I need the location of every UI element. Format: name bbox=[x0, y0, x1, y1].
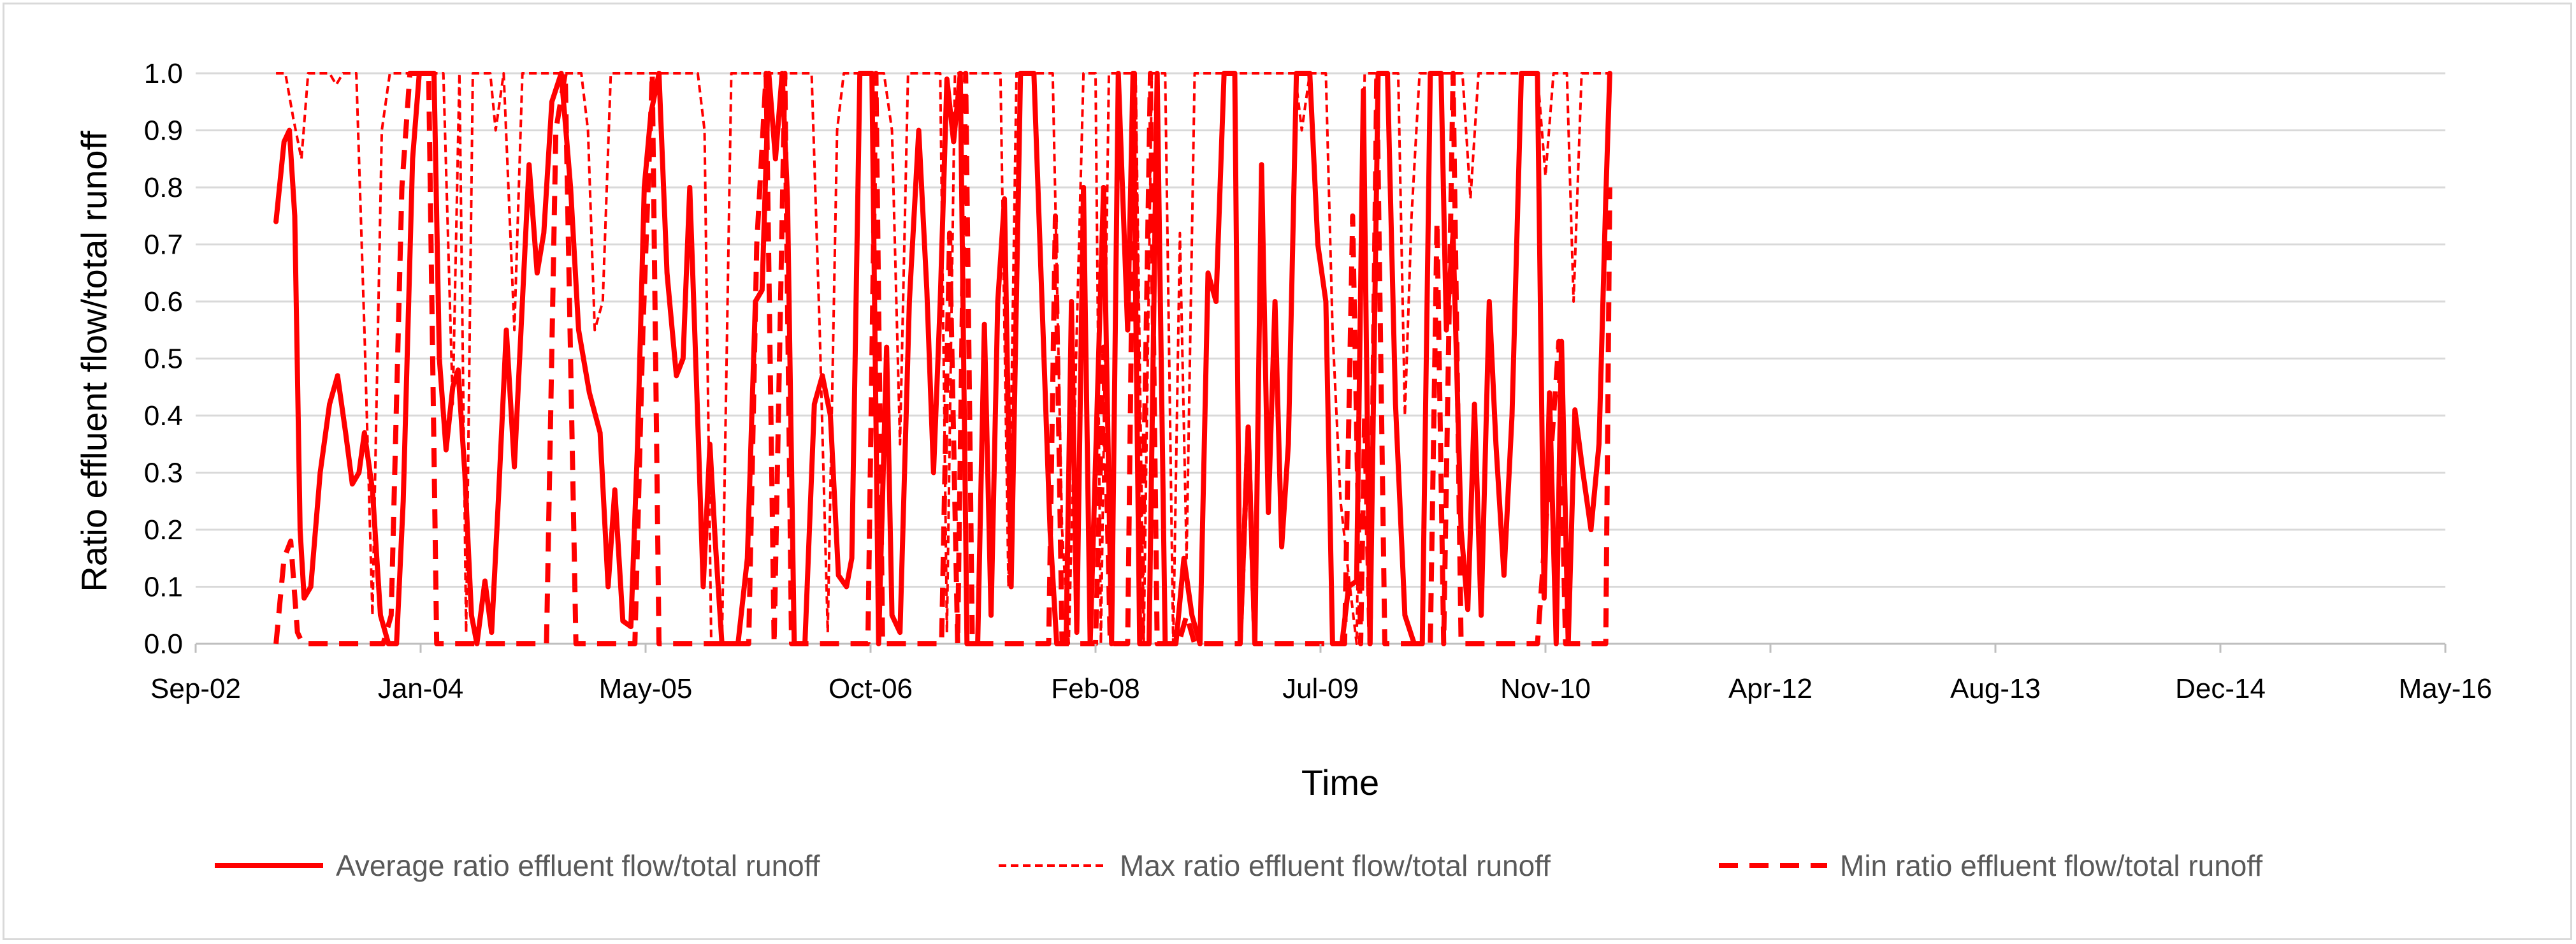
grid-layer bbox=[196, 72, 2445, 645]
x-tick-label: Oct-06 bbox=[829, 673, 913, 704]
y-tick-label: 0.6 bbox=[144, 286, 183, 317]
x-tick-label: Aug-13 bbox=[1950, 673, 2041, 704]
x-axis-title: Time bbox=[1301, 762, 1379, 802]
x-tick-label: Sep-02 bbox=[150, 673, 241, 704]
y-axis-title: Ratio effluent flow/total runoff bbox=[74, 131, 114, 592]
y-tick-label: 0.4 bbox=[144, 400, 183, 432]
y-tick-label: 1.0 bbox=[144, 58, 183, 89]
min-ratio-series bbox=[273, 71, 1612, 646]
axis-layer: 0.0 0.1 0.2 0.3 0.4 0.5 0.6 0.7 0.8 0.9 1.0 Sep-02 J… bbox=[144, 58, 2493, 704]
y-tick-label: 0.5 bbox=[144, 344, 183, 375]
legend-label: Average ratio effluent flow/total runoff bbox=[336, 849, 820, 882]
x-tick-label: Nov-10 bbox=[1500, 673, 1591, 704]
x-tick-label: Apr-12 bbox=[1728, 673, 1813, 704]
y-tick-label: 0.1 bbox=[144, 572, 183, 603]
legend-item-min: Min ratio effluent flow/total runoff bbox=[1719, 849, 2262, 882]
legend: Average ratio effluent flow/total runoff… bbox=[215, 849, 2262, 882]
legend-label: Min ratio effluent flow/total runoff bbox=[1840, 849, 2262, 882]
chart-frame: 0.0 0.1 0.2 0.3 0.4 0.5 0.6 0.7 0.8 0.9 1.0 Sep-02 J… bbox=[3, 3, 2572, 940]
legend-item-average: Average ratio effluent flow/total runoff bbox=[215, 849, 820, 882]
y-tick-label: 0.9 bbox=[144, 115, 183, 147]
x-tick-label: Dec-14 bbox=[2175, 673, 2266, 704]
series-layer bbox=[273, 71, 1612, 646]
y-tick-label: 0.7 bbox=[144, 229, 183, 261]
legend-label: Max ratio effluent flow/total runoff bbox=[1120, 849, 1551, 882]
y-tick-label: 0.2 bbox=[144, 514, 183, 546]
y-tick-label: 0.0 bbox=[144, 628, 183, 660]
y-tick-label: 0.8 bbox=[144, 172, 183, 203]
legend-item-max: Max ratio effluent flow/total runoff bbox=[999, 849, 1551, 882]
x-tick-label: Jul-09 bbox=[1282, 673, 1359, 704]
x-tick-label: Jan-04 bbox=[378, 673, 464, 704]
x-tick-label: May-05 bbox=[599, 673, 693, 704]
y-tick-label: 0.3 bbox=[144, 458, 183, 489]
x-tick-label: Feb-08 bbox=[1051, 673, 1140, 704]
x-tick-label: May-16 bbox=[2399, 673, 2493, 704]
chart-svg: 0.0 0.1 0.2 0.3 0.4 0.5 0.6 0.7 0.8 0.9 1.0 Sep-02 J… bbox=[74, 58, 2493, 882]
